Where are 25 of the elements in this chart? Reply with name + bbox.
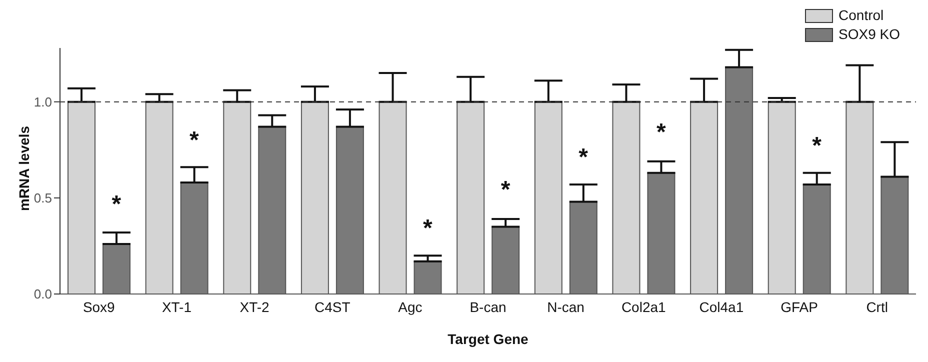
- y-axis-title: mRNA levels: [16, 126, 32, 211]
- annotation: *: [578, 144, 589, 172]
- annotation: *: [423, 215, 434, 242]
- x-tick-label: Col4a1: [699, 298, 744, 315]
- legend-label: SOX9 KO: [838, 25, 900, 44]
- y-tick-label: 1.0: [34, 94, 52, 110]
- x-tick-label: N-can: [547, 298, 584, 315]
- y-tick-label: 0.5: [34, 190, 52, 206]
- annotation: *: [112, 191, 122, 218]
- annotation: *: [812, 132, 822, 160]
- annotation: *: [656, 119, 666, 146]
- x-tick-label: Agc: [398, 298, 422, 315]
- x-tick-label: XT-1: [162, 298, 192, 315]
- x-tick-label: C4ST: [314, 298, 351, 315]
- y-tick-label: 0.0: [34, 286, 52, 302]
- legend-label: Control: [838, 6, 884, 25]
- x-axis-title: Target Gene: [448, 331, 529, 347]
- x-tick-label: B-can: [470, 298, 506, 315]
- x-tick-label: Sox9: [82, 298, 116, 315]
- annotation: *: [500, 176, 511, 204]
- annotation: *: [190, 126, 200, 154]
- x-tick-label: GFAP: [780, 298, 818, 315]
- x-tick-label: Crtl: [866, 298, 888, 315]
- x-tick-label: Col2a1: [621, 298, 666, 315]
- x-tick-label: XT-2: [240, 298, 270, 315]
